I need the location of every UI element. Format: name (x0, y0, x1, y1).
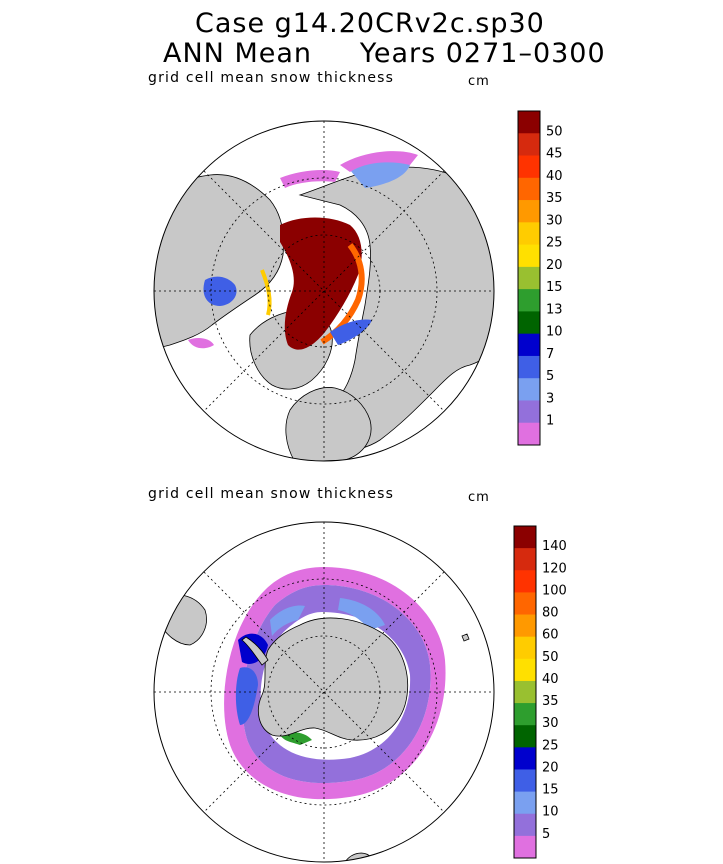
colorbar-swatch (518, 355, 540, 379)
colorbar-tick-label: 140 (542, 539, 567, 554)
weddell-snow-blue (235, 667, 258, 725)
colorbar-swatch (514, 725, 536, 748)
colorbar-tick-label: 20 (542, 760, 559, 775)
colorbar-swatch (514, 614, 536, 638)
colorbar-swatch (518, 422, 540, 446)
colorbar-tick-label: 25 (542, 738, 559, 753)
kerguelen-island (461, 633, 470, 642)
colorbar-tick-label: 20 (546, 258, 563, 273)
ross-snow-green (280, 732, 312, 745)
period-title: ANN Mean Years 0271–0300 (163, 38, 606, 69)
colorbar-swatch (514, 570, 536, 593)
antarctic-map-border (153, 521, 495, 863)
antarctic-polar-map (153, 521, 495, 863)
colorbar-tick-label: 5 (546, 369, 554, 384)
panel-1-unit: cm (468, 74, 490, 89)
arctic-polar-map (153, 120, 495, 462)
colorbar-swatch (518, 266, 540, 290)
colorbar-tick-label: 10 (542, 805, 559, 820)
colorbar-swatch (514, 548, 536, 571)
colorbar-swatch (518, 333, 540, 357)
colorbar-swatch (514, 769, 536, 793)
antarctic-snow-lightblue (270, 598, 385, 636)
colorbar-swatch (514, 747, 536, 770)
colorbar-tick-label: 60 (542, 628, 559, 643)
bering-snow-edge (340, 151, 418, 172)
colorbar-tick-label: 35 (546, 191, 563, 206)
north-america-land (154, 174, 284, 351)
colorbar-tick-label: 15 (542, 783, 559, 798)
colorbar-tick-label: 30 (546, 213, 563, 228)
arctic-snow-fringe-yellow (260, 269, 272, 316)
bering-snow (350, 160, 410, 188)
panel-2-unit: cm (468, 490, 490, 505)
colorbar-frame (513, 525, 537, 859)
colorbar-swatch (514, 658, 536, 682)
colorbar-swatch (514, 636, 536, 660)
okhotsk-snow-edge (280, 170, 340, 188)
europe-land (285, 387, 372, 461)
colorbar-tick-label: 80 (542, 606, 559, 621)
panel-1-colorbar: 50 45 40 35 30 25 20 15 13 10 7 5 3 1 (517, 110, 563, 446)
colorbar-swatch (514, 526, 536, 549)
colorbar-swatch (518, 200, 540, 223)
colorbar-swatch (518, 378, 540, 401)
colorbar-swatch (514, 680, 536, 704)
labrador-snow-edge (188, 337, 214, 349)
barents-snow (330, 319, 372, 345)
colorbar-swatch (518, 177, 540, 201)
colorbar-tick-label: 35 (542, 694, 559, 709)
colorbar-swatch (518, 289, 540, 312)
arctic-graticule (154, 121, 494, 461)
panel-1-subtitle: grid cell mean snow thickness (148, 70, 395, 86)
colorbar-tick-label: 45 (546, 147, 563, 162)
colorbar-tick-label: 120 (542, 561, 567, 576)
colorbar-tick-label: 40 (542, 672, 559, 687)
colorbar-swatch (514, 791, 536, 815)
colorbar-tick-label: 3 (546, 391, 554, 406)
colorbar-tick-label: 1 (546, 414, 554, 429)
colorbar-tick-label: 25 (546, 236, 563, 251)
colorbar-swatch (518, 311, 540, 335)
arctic-map-border (153, 120, 495, 462)
colorbar-tick-label: 50 (542, 650, 559, 665)
arctic-snow-core (280, 217, 362, 350)
panel-2-colorbar: 140 120 100 80 60 50 40 35 30 25 20 15 10 5 (513, 525, 567, 859)
colorbar-swatch (514, 592, 536, 616)
panel-2-subtitle: grid cell mean snow thickness (148, 486, 395, 502)
colorbar-swatch (518, 111, 540, 134)
colorbar-swatch (518, 155, 540, 179)
antarctica-land (257, 617, 408, 741)
colorbar-frame (517, 110, 541, 446)
colorbar-swatch (518, 133, 540, 157)
colorbar-swatch (514, 703, 536, 726)
colorbar-tick-label: 7 (546, 347, 554, 362)
antarctic-peninsula-land (241, 636, 269, 666)
colorbar-swatch (518, 400, 540, 424)
colorbar-tick-label: 100 (542, 583, 567, 598)
colorbar-tick-label: 30 (542, 716, 559, 731)
colorbar-swatch (518, 244, 540, 268)
colorbar-tick-label: 40 (546, 169, 563, 184)
colorbar-tick-label: 10 (546, 325, 563, 340)
colorbar-swatch (518, 222, 540, 246)
colorbar-swatch (514, 813, 536, 837)
colorbar-tick-label: 13 (546, 302, 563, 317)
colorbar-swatch (514, 835, 536, 859)
colorbar-tick-label: 5 (542, 827, 550, 842)
colorbar-tick-label: 15 (546, 280, 563, 295)
colorbar-tick-label: 50 (546, 124, 563, 139)
antarctic-graticule (154, 522, 494, 862)
case-title: Case g14.20CRv2c.sp30 (195, 8, 545, 39)
